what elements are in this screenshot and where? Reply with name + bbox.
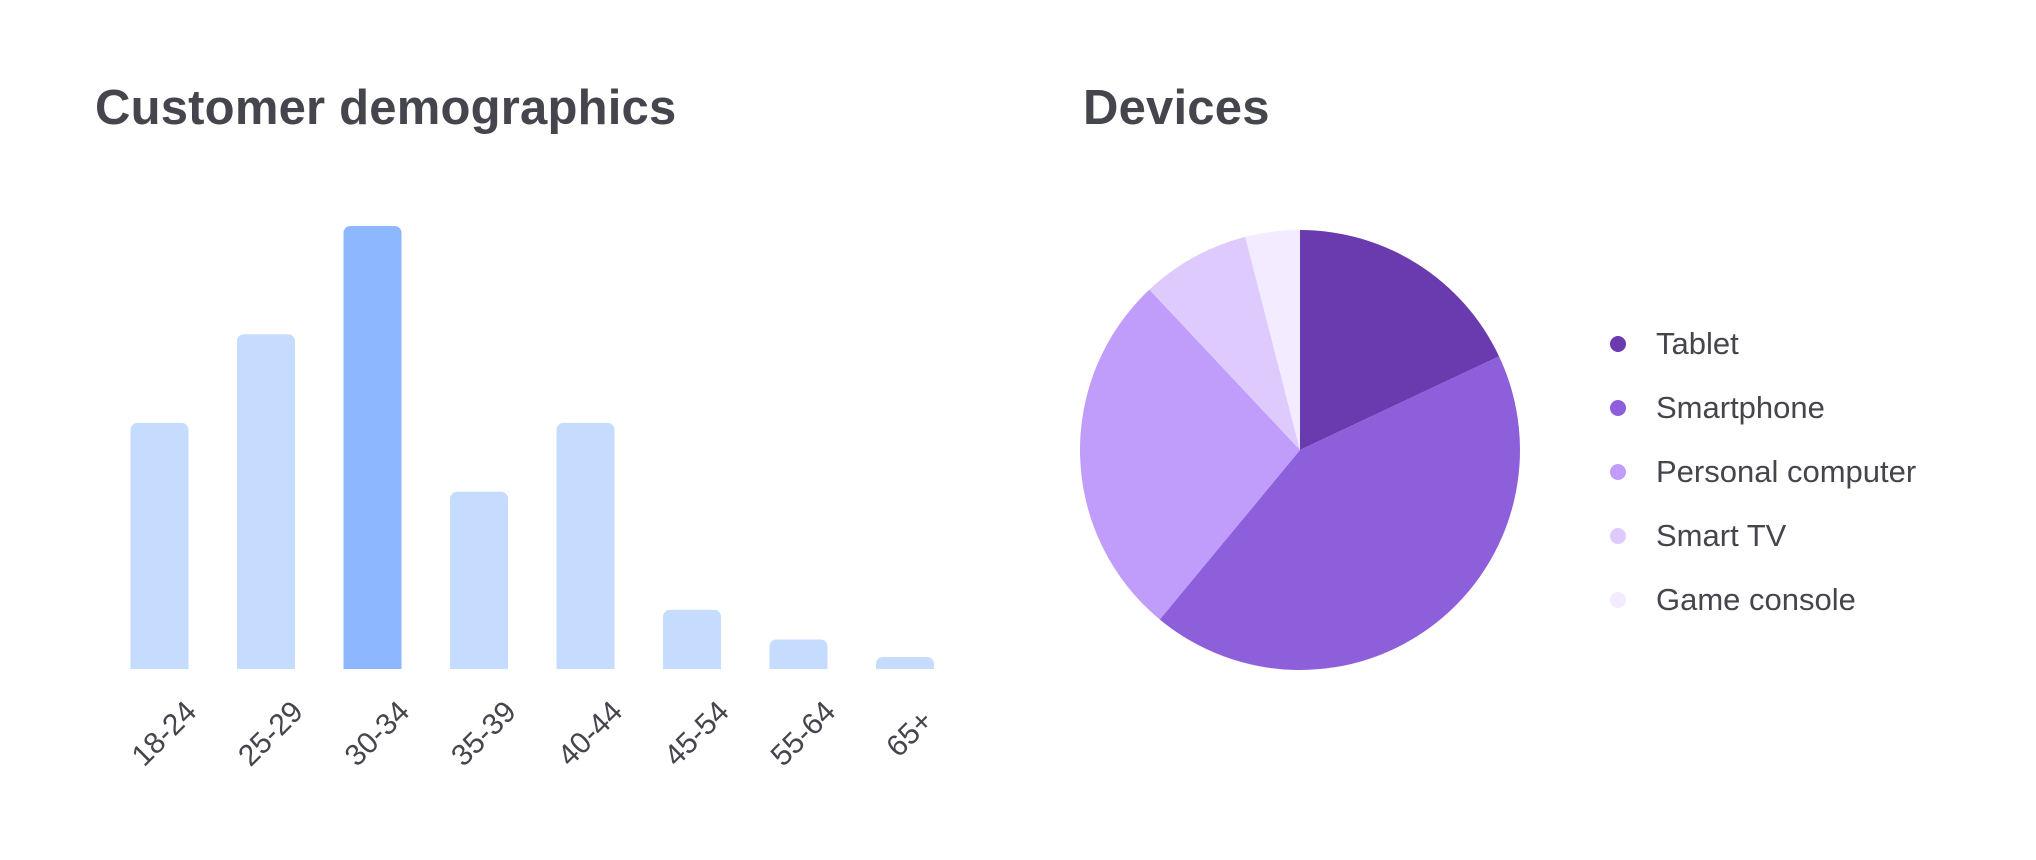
pie-slice-smartphone: [1159, 356, 1520, 670]
tick-label-40-44: 40-44: [552, 695, 630, 773]
bar-40-44: [556, 422, 615, 675]
bar-35-39: [450, 491, 508, 675]
devices-pie-chart: [1080, 230, 1520, 670]
legend-item-smartphone: Smartphone: [1610, 376, 1916, 440]
tick-label-35-39: 35-39: [445, 695, 523, 773]
legend-label-tablet: Tablet: [1656, 326, 1739, 361]
tick-label-18-24: 18-24: [126, 695, 204, 773]
pie-slice-game-console: [1245, 230, 1300, 450]
legend-swatch-personal-computer: [1610, 464, 1626, 480]
legend-label-personal-computer: Personal computer: [1656, 454, 1917, 489]
bar-baseline-mask: [0, 669, 1000, 681]
demographics-bar-chart: 18-24 25-29 30-34 35-39 40-44 45-54 55-64 65+: [0, 226, 1000, 773]
bar-30-34: [343, 226, 402, 675]
pie-slice-tablet: [1300, 230, 1500, 450]
legend-label-game-console: Game console: [1656, 582, 1856, 617]
legend-item-tablet: Tablet: [1610, 312, 1916, 376]
devices-legend: Tablet Smartphone Personal computer Smart T…: [1610, 312, 1916, 632]
bar-45-54: [663, 609, 721, 675]
tick-label-65+: 65+: [880, 704, 939, 763]
pie-slice-smart-tv: [1149, 236, 1300, 450]
tick-label-45-54: 45-54: [658, 695, 736, 773]
legend-label-smartphone: Smartphone: [1656, 390, 1825, 425]
legend-label-smart-tv: Smart TV: [1656, 518, 1787, 553]
bar-18-24: [130, 422, 189, 675]
demographics-title: Customer demographics: [95, 81, 677, 135]
tick-label-55-64: 55-64: [765, 695, 843, 773]
bar-25-29: [237, 334, 295, 675]
legend-item-game-console: Game console: [1610, 568, 1916, 632]
legend-item-personal-computer: Personal computer: [1610, 440, 1916, 504]
legend-swatch-game-console: [1610, 592, 1626, 608]
legend-swatch-smart-tv: [1610, 528, 1626, 544]
bar-55-64: [769, 639, 828, 675]
tick-label-25-29: 25-29: [232, 695, 310, 773]
tick-label-30-34: 30-34: [339, 695, 417, 773]
legend-swatch-smartphone: [1610, 400, 1626, 416]
legend-item-smart-tv: Smart TV: [1610, 504, 1916, 568]
devices-title: Devices: [1083, 81, 1270, 135]
legend-swatch-tablet: [1610, 336, 1626, 352]
pie-slice-personal-computer: [1080, 289, 1300, 620]
